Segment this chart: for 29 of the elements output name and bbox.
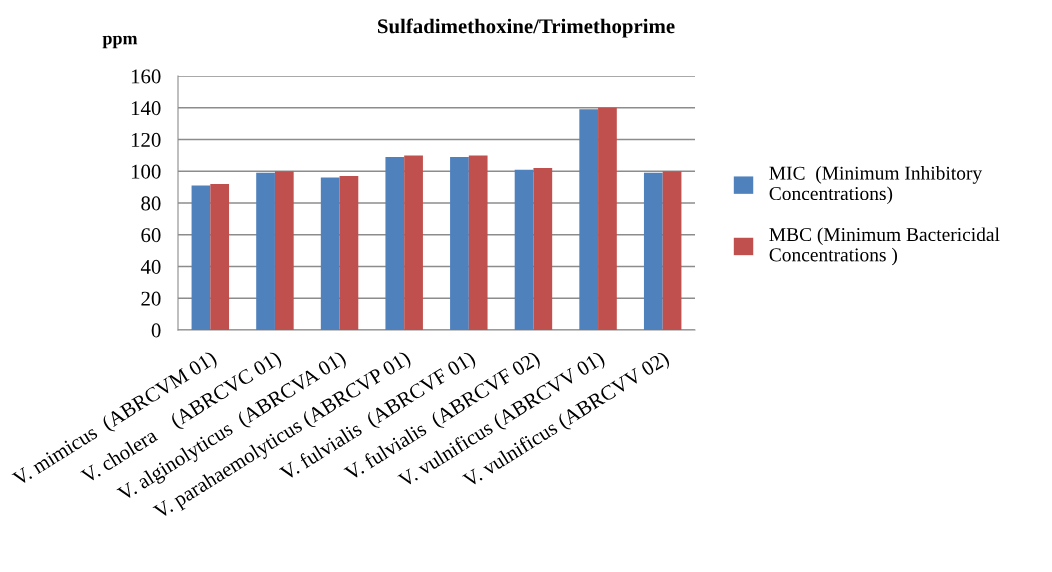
bar [339,176,359,330]
y-tick-label: 140 [131,101,161,116]
bar [533,168,553,330]
y-axis-title: ppm [102,35,138,49]
bar [662,171,682,330]
legend-label: MBC (Minimum Bactericidal Concentrations ) [769,227,1000,266]
y-tick-label: 80 [141,196,161,211]
bar [274,171,294,330]
y-tick-label: 0 [151,323,161,338]
bar [210,183,230,330]
y-tick-label: 120 [131,132,161,147]
bar [468,155,488,330]
bar [191,185,211,330]
chart-title: Sulfadimethoxine/Trimethoprime [378,18,675,38]
bar [256,172,275,330]
bar [579,109,599,330]
legend-label: MIC (Minimum Inhibitory Concentrations) [769,166,983,205]
bar [385,156,405,330]
y-tick-label: 40 [140,259,161,274]
bar [404,155,423,330]
y-tick-label: 60 [141,228,161,243]
bar [320,177,340,330]
bar [598,107,617,330]
bar [643,172,663,330]
bar [514,169,534,330]
y-tick-label: 100 [131,164,161,179]
bar [450,156,469,330]
y-tick-label: 160 [131,69,161,84]
y-tick-label: 20 [141,291,161,306]
